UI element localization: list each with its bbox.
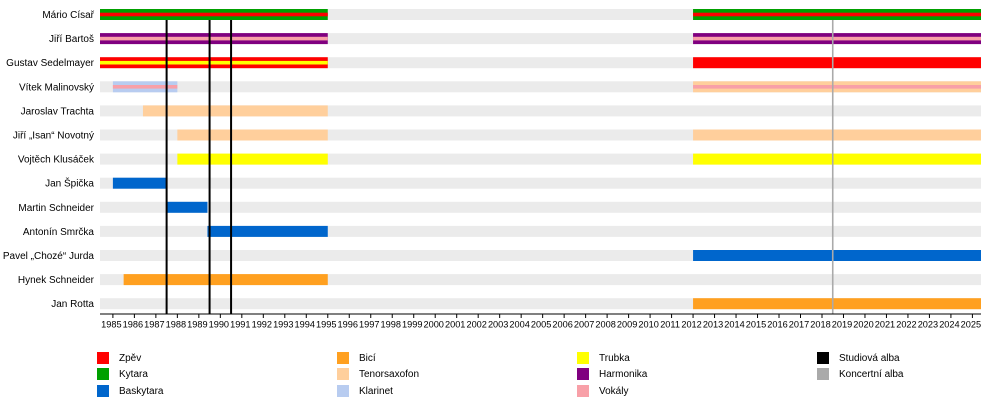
member-bar [693,250,981,261]
member-name: Mário Císař [42,10,94,21]
x-tick-label: 1996 [338,320,358,330]
member-bar [693,153,981,165]
x-tick-label: 1986 [123,320,143,330]
x-tick-label: 1994 [295,320,315,330]
x-tick-label: 2023 [918,320,938,330]
x-tick-label: 1985 [101,320,121,330]
x-tick-label: 2005 [531,320,551,330]
x-tick-label: 2010 [638,320,658,330]
x-tick-label: 2003 [488,320,508,330]
row-background [100,153,981,165]
row-background [100,81,981,93]
x-tick-label: 2025 [961,320,981,330]
member-name: Gustav Sedelmayer [6,58,94,69]
member-bar-stripe [112,85,178,89]
x-tick-label: 1993 [273,320,293,330]
row-background [100,225,981,237]
member-bar-stripe [100,60,328,65]
member-bar [693,57,981,69]
member-name: Jan Rotta [51,299,94,310]
member-bar-stripe [693,85,981,89]
x-tick-label: 1990 [209,320,229,330]
member-name: Vojtěch Klusáček [18,155,95,166]
x-tick-label: 2013 [703,320,723,330]
x-tick-label: 2017 [789,320,809,330]
x-tick-label: 1999 [402,320,422,330]
row-background [100,177,981,189]
x-tick-label: 1988 [166,320,186,330]
member-bar [693,129,981,141]
member-name: Jiří Bartoš [49,34,94,45]
member-bar [177,129,328,141]
x-tick-label: 2019 [832,320,852,330]
x-tick-label: 2014 [724,320,744,330]
x-tick-label: 2007 [574,320,594,330]
row-background [100,201,981,213]
member-bar-stripe [100,36,328,41]
row-background [100,105,981,117]
member-bar-stripe [100,12,328,17]
x-tick-label: 2009 [617,320,637,330]
member-name: Pavel „Chozé“ Jurda [3,251,95,262]
x-tick-label: 2020 [853,320,873,330]
x-tick-label: 1995 [316,320,336,330]
row-background [100,129,981,141]
row-background [100,250,981,261]
x-tick-label: 2016 [767,320,787,330]
member-bar [207,225,328,237]
member-bar [177,153,328,165]
member-name: Vítek Malinovský [19,82,94,93]
member-bar [142,105,328,117]
x-tick-label: 2024 [939,320,959,330]
member-name: Antonín Smrčka [23,227,95,238]
x-tick-label: 2006 [552,320,572,330]
member-bar-stripe [693,12,981,17]
member-name: Jiří „Isan“ Novotný [13,131,94,142]
x-tick-label: 1998 [381,320,401,330]
row-background [100,274,981,286]
x-tick-label: 2001 [445,320,465,330]
member-bar [112,177,167,189]
member-name: Hynek Schneider [18,275,95,286]
x-tick-label: 2008 [595,320,615,330]
x-tick-label: 2022 [896,320,916,330]
member-bar-stripe [693,36,981,41]
x-tick-label: 2018 [810,320,830,330]
member-bar [693,298,981,310]
x-tick-label: 2015 [746,320,766,330]
x-tick-label: 1997 [359,320,379,330]
row-background [100,57,981,69]
x-tick-label: 2012 [681,320,701,330]
member-name: Martin Schneider [18,203,94,214]
x-tick-label: 1991 [230,320,250,330]
x-tick-label: 2011 [660,320,680,330]
member-name: Jaroslav Trachta [21,106,95,117]
member-name: Jan Špička [45,177,94,190]
x-tick-label: 2021 [875,320,895,330]
x-tick-label: 1987 [144,320,164,330]
x-tick-label: 1992 [252,320,272,330]
row-background [100,298,981,310]
member-bar [123,274,328,286]
x-tick-label: 2002 [466,320,486,330]
x-tick-label: 2004 [509,320,529,330]
row-background [100,33,981,45]
row-background [100,9,981,20]
x-tick-label: 1989 [187,320,207,330]
x-tick-label: 2000 [423,320,443,330]
member-bar [166,201,208,213]
